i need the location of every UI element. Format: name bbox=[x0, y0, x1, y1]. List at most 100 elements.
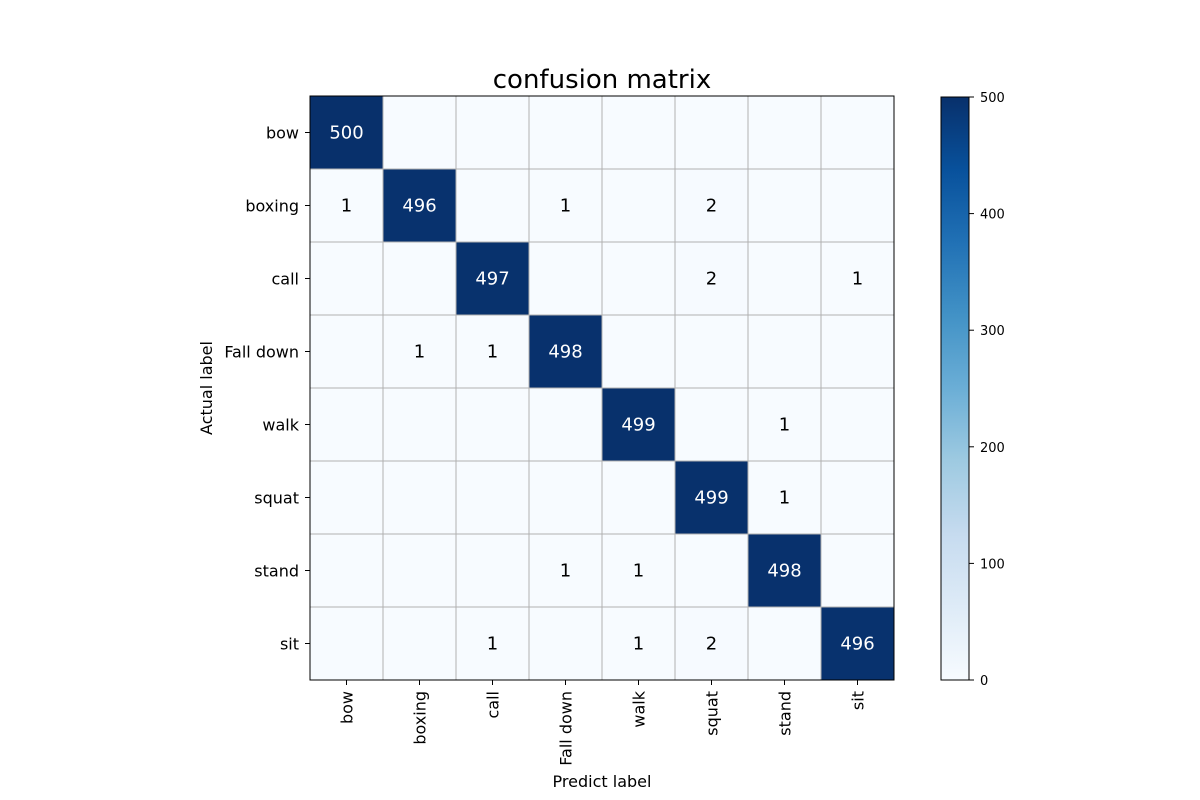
heatmap-cell bbox=[748, 388, 822, 462]
y-tick-label: squat bbox=[254, 489, 299, 508]
x-tick-label: squat bbox=[703, 691, 722, 736]
cell-value-label: 2 bbox=[706, 196, 717, 217]
x-tick-label: walk bbox=[630, 690, 649, 727]
heatmap-cell bbox=[821, 169, 895, 243]
heatmap-cell bbox=[383, 534, 457, 608]
colorbar-tick-label: 200 bbox=[980, 441, 1005, 456]
cell-value-labels: 500 1 496 1 2 497 2 1 1 1 498 499 1 499 1 1 1 498 1 1 2 496 bbox=[329, 123, 874, 655]
cell-value-label: 496 bbox=[402, 196, 436, 217]
y-tick-label: Fall down bbox=[224, 343, 299, 362]
heatmap-cell bbox=[529, 607, 603, 681]
heatmap-cell bbox=[821, 315, 895, 389]
cell-value-label: 499 bbox=[694, 488, 728, 509]
heatmap-cell bbox=[821, 534, 895, 608]
heatmap-cell bbox=[383, 607, 457, 681]
cell-value-label: 497 bbox=[475, 269, 509, 290]
x-tick-label: call bbox=[484, 691, 503, 719]
heatmap-cell bbox=[602, 607, 676, 681]
heatmap-cell bbox=[310, 169, 384, 243]
y-tick-label: boxing bbox=[245, 197, 299, 216]
cell-value-label: 1 bbox=[560, 561, 571, 582]
plot-frame bbox=[309, 95, 895, 681]
heatmap-cell bbox=[821, 242, 895, 316]
heatmap-cell bbox=[748, 96, 822, 170]
heatmap-cell bbox=[456, 388, 530, 462]
y-tick-label: call bbox=[272, 270, 300, 289]
heatmap-cell bbox=[602, 169, 676, 243]
x-axis-label: Predict label bbox=[553, 772, 652, 791]
colorbar-ticks: 0 100 200 300 400 500 bbox=[969, 91, 1005, 689]
heatmap-cell bbox=[602, 461, 676, 535]
heatmap-cell bbox=[383, 388, 457, 462]
heatmap-cell bbox=[675, 242, 749, 316]
cell-value-label: 1 bbox=[414, 342, 425, 363]
colorbar-gradient bbox=[940, 96, 970, 681]
cell-value-label: 1 bbox=[852, 269, 863, 290]
cell-value-label: 1 bbox=[633, 561, 644, 582]
heatmap-cell bbox=[748, 242, 822, 316]
heatmap-cell bbox=[821, 607, 895, 681]
cell-value-label: 498 bbox=[548, 342, 582, 363]
cell-value-label: 1 bbox=[779, 415, 790, 436]
heatmap-cell bbox=[675, 169, 749, 243]
heatmap-cell bbox=[529, 315, 603, 389]
heatmap-cell bbox=[675, 96, 749, 170]
heatmap-cell bbox=[675, 315, 749, 389]
heatmap-cell bbox=[675, 461, 749, 535]
heatmap-cell bbox=[602, 96, 676, 170]
heatmap-cell bbox=[821, 461, 895, 535]
heatmap-cell bbox=[748, 315, 822, 389]
heatmap-cell bbox=[310, 461, 384, 535]
heatmap-cell bbox=[748, 607, 822, 681]
heatmap-cell bbox=[529, 388, 603, 462]
cell-value-label: 1 bbox=[487, 634, 498, 655]
y-tick-label: walk bbox=[262, 416, 299, 435]
heatmap-cell bbox=[383, 315, 457, 389]
heatmap-cell bbox=[529, 96, 603, 170]
heatmap-cells bbox=[310, 96, 895, 681]
colorbar-tick-label: 0 bbox=[980, 674, 988, 689]
heatmap-cell bbox=[456, 315, 530, 389]
cell-value-label: 1 bbox=[487, 342, 498, 363]
heatmap-cell bbox=[602, 315, 676, 389]
heatmap-cell bbox=[310, 315, 384, 389]
heatmap-cell bbox=[529, 534, 603, 608]
x-tick-label: bow bbox=[338, 691, 357, 724]
heatmap-cell bbox=[821, 388, 895, 462]
heatmap-cell bbox=[602, 388, 676, 462]
colorbar-tick-label: 400 bbox=[980, 208, 1005, 223]
grid-lines bbox=[310, 96, 894, 680]
cell-value-label: 496 bbox=[840, 634, 874, 655]
heatmap-cell bbox=[310, 534, 384, 608]
heatmap-cell bbox=[748, 534, 822, 608]
colorbar-tick-label: 100 bbox=[980, 557, 1005, 572]
colorbar-tick-label: 500 bbox=[980, 91, 1005, 106]
y-tick-label: bow bbox=[266, 124, 299, 143]
heatmap-cell bbox=[748, 461, 822, 535]
cell-value-label: 498 bbox=[767, 561, 801, 582]
cell-value-label: 1 bbox=[560, 196, 571, 217]
cell-value-label: 500 bbox=[329, 123, 363, 144]
heatmap-cell bbox=[821, 96, 895, 170]
colorbar: 0 100 200 300 400 500 bbox=[940, 91, 1005, 689]
heatmap-cell bbox=[529, 461, 603, 535]
y-tick-label: sit bbox=[280, 635, 299, 654]
heatmap-cell bbox=[383, 96, 457, 170]
heatmap-cell bbox=[602, 242, 676, 316]
heatmap-cell bbox=[456, 607, 530, 681]
x-tick-label: Fall down bbox=[557, 691, 576, 766]
colorbar-tick-label: 300 bbox=[980, 324, 1005, 339]
chart-title: confusion matrix bbox=[493, 65, 712, 95]
heatmap-cell bbox=[383, 242, 457, 316]
heatmap-cell bbox=[675, 534, 749, 608]
cell-value-label: 1 bbox=[341, 196, 352, 217]
cell-value-label: 1 bbox=[633, 634, 644, 655]
heatmap-cell bbox=[310, 607, 384, 681]
cell-value-label: 2 bbox=[706, 634, 717, 655]
heatmap-cell bbox=[675, 388, 749, 462]
x-tick-label: boxing bbox=[411, 691, 430, 745]
cell-value-label: 1 bbox=[779, 488, 790, 509]
y-tick-label: stand bbox=[254, 562, 299, 581]
y-axis-label: Actual label bbox=[197, 341, 216, 435]
heatmap-cell bbox=[310, 388, 384, 462]
